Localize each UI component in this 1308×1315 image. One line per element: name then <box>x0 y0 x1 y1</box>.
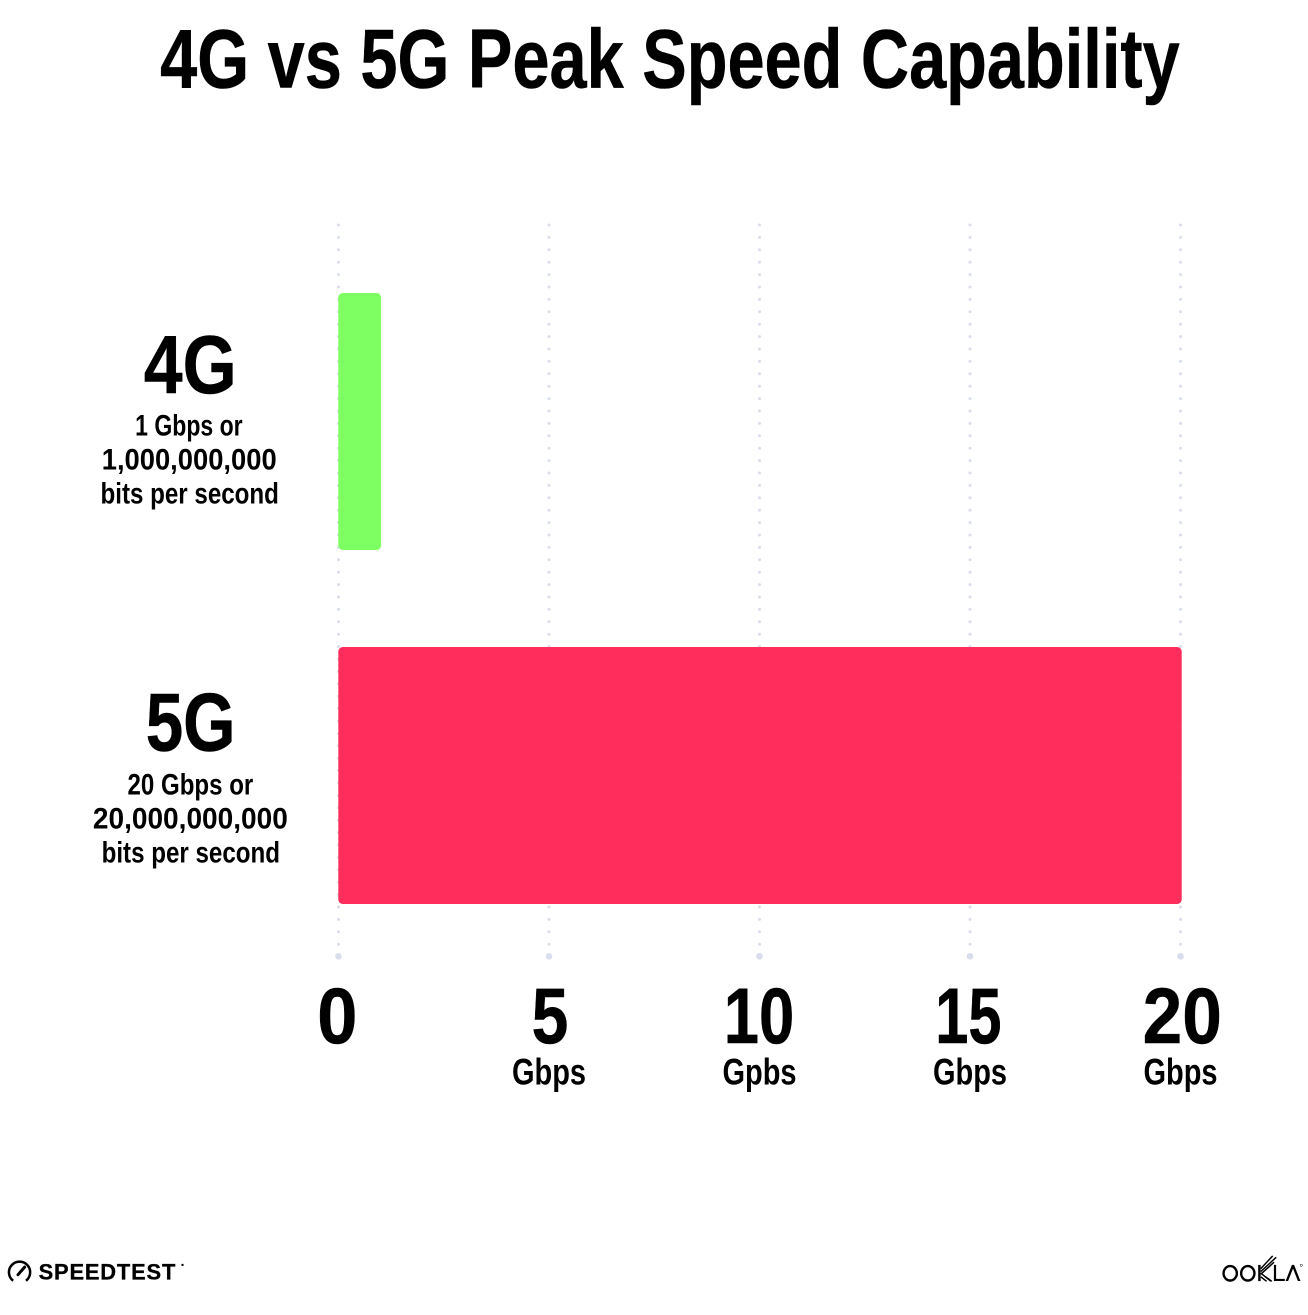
svg-text:Gbps: Gbps <box>933 1052 1007 1093</box>
svg-text:Gpbs: Gpbs <box>722 1052 796 1093</box>
svg-text:20 Gbps or: 20 Gbps or <box>128 767 254 801</box>
svg-text:Gbps: Gbps <box>512 1052 586 1093</box>
svg-text:1 Gbps or: 1 Gbps or <box>135 409 242 443</box>
svg-text:1,000,000,000: 1,000,000,000 <box>102 443 277 476</box>
svg-text:4G: 4G <box>144 319 237 411</box>
svg-text:5: 5 <box>532 972 569 1060</box>
svg-text:0: 0 <box>317 972 357 1059</box>
svg-text:4G vs 5G Peak Speed Capability: 4G vs 5G Peak Speed Capability <box>160 13 1180 106</box>
svg-text:20: 20 <box>1143 972 1222 1060</box>
svg-text:15: 15 <box>935 972 1001 1060</box>
svg-text:20,000,000,000: 20,000,000,000 <box>93 803 288 836</box>
svg-text:10: 10 <box>724 972 794 1060</box>
svg-text:5G: 5G <box>146 676 236 768</box>
svg-text:Gbps: Gbps <box>1143 1052 1217 1093</box>
svg-text:bits per second: bits per second <box>102 835 280 869</box>
svg-text:SPEEDTEST: SPEEDTEST <box>39 1259 177 1284</box>
svg-text:bits per second: bits per second <box>100 476 278 510</box>
